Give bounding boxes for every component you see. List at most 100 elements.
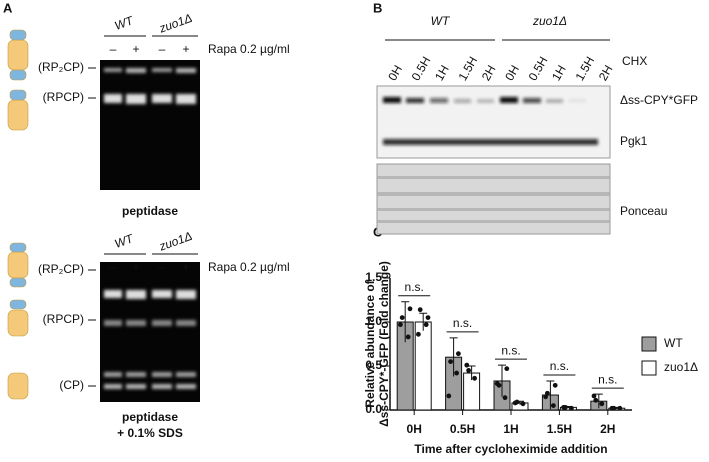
y-tick-label: 0.0 <box>365 402 382 416</box>
data-point <box>561 404 566 410</box>
data-point <box>609 405 615 411</box>
data-point <box>504 366 510 372</box>
data-point <box>423 322 429 328</box>
sign: – <box>110 42 117 56</box>
data-point <box>494 381 500 386</box>
data-point <box>520 401 526 407</box>
data-point <box>591 393 597 399</box>
error-bar <box>546 380 555 410</box>
sign: + <box>132 260 139 274</box>
significance-label: n.s. <box>453 316 472 330</box>
x-tick-label: 0.5H <box>450 422 475 436</box>
panel-label: B <box>373 0 382 15</box>
data-point <box>448 359 453 364</box>
timepoint-label: 2H <box>596 63 616 83</box>
legend-label: WT <box>664 336 683 350</box>
data-point <box>551 403 556 408</box>
timepoint-label: 2H <box>479 63 499 83</box>
data-point <box>399 315 405 320</box>
error-bar <box>419 312 428 331</box>
timepoint-label: 0H <box>385 63 405 83</box>
timepoint-label: 0.5H <box>409 54 434 83</box>
genotype-label: WT <box>431 14 451 28</box>
data-point <box>464 362 470 368</box>
genotype-label: WT <box>113 231 137 251</box>
timepoint-label: 0.5H <box>526 54 551 83</box>
treatment-label: Rapa 0.2 µg/ml <box>208 42 290 56</box>
data-point <box>543 394 548 400</box>
caption: + 0.1% SDS <box>117 426 183 440</box>
error-bar <box>401 301 410 343</box>
timepoint-label: 1H <box>549 63 569 83</box>
genotype-label: WT <box>113 13 137 33</box>
data-point <box>417 307 423 313</box>
x-tick-label: 1.5H <box>547 422 572 436</box>
legend-swatch <box>641 336 657 352</box>
error-bar <box>498 364 506 397</box>
western-blot <box>376 85 611 235</box>
data-point <box>569 405 574 411</box>
sign: + <box>132 42 139 56</box>
data-point <box>425 315 431 320</box>
genotype-label: zuo1Δ <box>532 14 567 28</box>
caption: peptidase <box>122 410 178 424</box>
sign: – <box>110 260 117 274</box>
x-tick-label: 1H <box>503 422 518 436</box>
data-point <box>552 382 558 388</box>
blot-label: Δss-CPY*GFP <box>620 93 698 107</box>
sign: + <box>182 260 189 274</box>
timepoint-label: 0H <box>502 63 522 83</box>
treatment-label: Rapa 0.2 µg/ml <box>208 260 290 274</box>
significance-label: n.s. <box>501 343 520 357</box>
timepoint-label: 1.5H <box>572 54 597 83</box>
significance-label: n.s. <box>550 359 569 373</box>
y-axis-label: Relative abundance of <box>363 279 377 407</box>
blot-label: Pgk1 <box>620 134 648 148</box>
legend-swatch <box>641 360 657 376</box>
data-point <box>398 322 403 328</box>
y-tick-label: 0.5 <box>365 358 382 372</box>
band-label: (CP) <box>59 378 84 392</box>
data-point <box>456 351 461 357</box>
significance-label: n.s. <box>405 280 424 294</box>
data-point <box>512 400 518 406</box>
x-axis-label: Time after cycloheximide addition <box>414 442 607 456</box>
caption: peptidase <box>122 204 178 218</box>
data-point <box>617 405 623 411</box>
error-bar <box>449 337 458 377</box>
data-point <box>405 334 411 340</box>
data-point <box>502 395 508 401</box>
timepoint-label: 1.5H <box>455 54 480 83</box>
gel-top <box>100 60 200 190</box>
band-label: (RP₂CP) <box>38 60 84 74</box>
treatment-label: CHX <box>622 54 647 68</box>
error-bar <box>594 393 603 409</box>
data-point <box>446 393 452 399</box>
legend-label: zuo1Δ <box>664 360 698 374</box>
genotype-label: zuo1Δ <box>156 11 194 36</box>
panel-label: A <box>3 0 13 15</box>
genotype-label: zuo1Δ <box>156 229 194 254</box>
y-tick-label: 1.0 <box>365 314 382 328</box>
data-point <box>454 370 459 376</box>
x-tick-label: 0H <box>407 422 422 436</box>
blot-label: Ponceau <box>620 204 667 218</box>
y-tick-label: 1.5 <box>365 270 382 284</box>
significance-label: n.s. <box>598 372 617 386</box>
band-label: (RPCP) <box>43 90 84 104</box>
x-tick-label: 2H <box>600 422 615 436</box>
data-point <box>416 331 421 337</box>
proteasome-icons <box>7 29 29 400</box>
band-label: (RPCP) <box>43 312 84 326</box>
data-point <box>599 401 605 407</box>
data-point <box>466 368 471 373</box>
sign: + <box>182 42 189 56</box>
timepoint-label: 1H <box>432 63 452 83</box>
data-point <box>472 375 477 381</box>
y-axis-label: Δss-CPY*-GFP (Fold change) <box>377 261 391 427</box>
sign: – <box>159 260 166 274</box>
data-point <box>407 306 413 312</box>
data-point <box>593 397 599 403</box>
sign: – <box>159 42 166 56</box>
